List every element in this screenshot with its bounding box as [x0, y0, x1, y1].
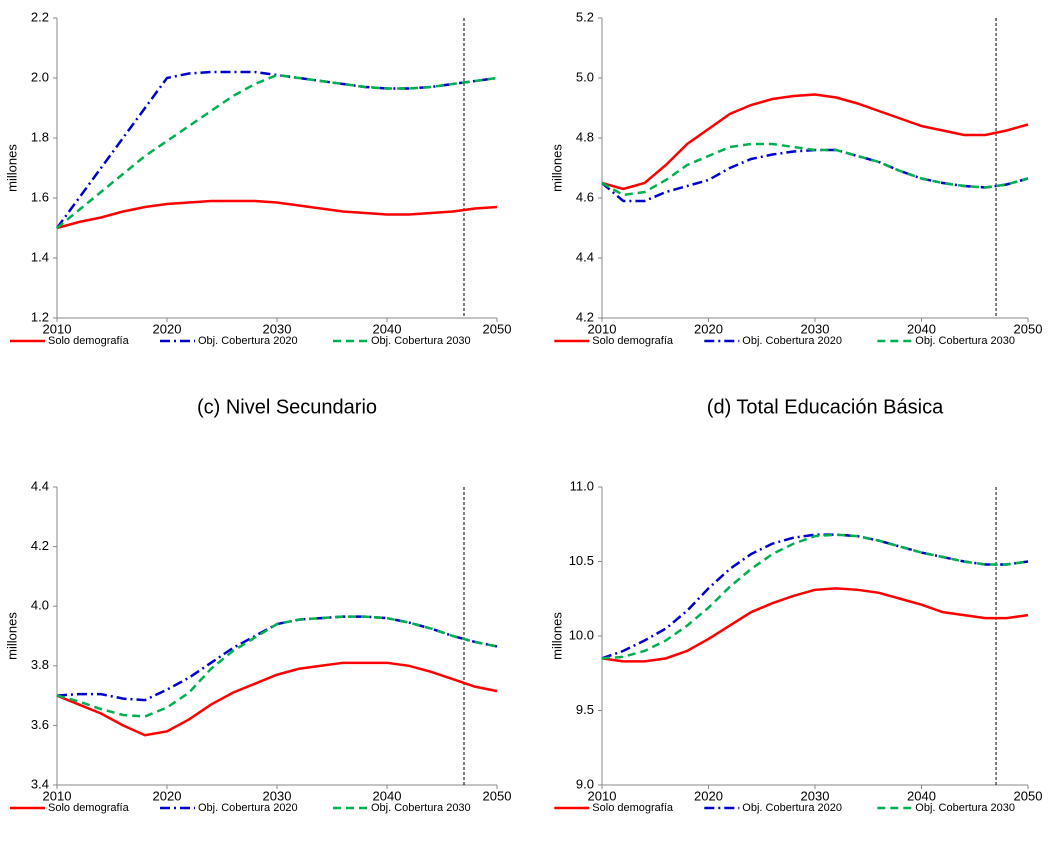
series-line	[55, 70, 498, 229]
legend-label: Obj. Cobertura 2030	[371, 335, 471, 347]
legend-label: Obj. Cobertura 2020	[742, 335, 842, 347]
x-tick-label: 2050	[483, 321, 512, 336]
series-line	[601, 587, 1029, 663]
legend-label: Obj. Cobertura 2030	[915, 335, 1015, 347]
legend-label: Obj. Cobertura 2020	[198, 335, 298, 347]
chart-title: (c) Nivel Secundario	[197, 396, 377, 418]
x-tick-label: 2020	[694, 788, 723, 803]
x-tick-label: 2030	[263, 321, 292, 336]
y-tick-label: 10.0	[569, 627, 594, 642]
x-tick-label: 2030	[263, 788, 292, 803]
legend-label: Obj. Cobertura 2030	[915, 802, 1015, 814]
series-line	[601, 533, 1029, 660]
y-tick-label: 10.5	[569, 553, 594, 568]
x-tick-label: 2050	[483, 788, 512, 803]
y-tick-label: 3.8	[31, 657, 49, 672]
y-tick-label: 9.0	[576, 776, 594, 791]
y-tick-label: 1.8	[31, 129, 49, 144]
series-line	[601, 148, 1029, 203]
x-tick-label: 2040	[373, 321, 402, 336]
x-tick-label: 2010	[43, 788, 72, 803]
y-tick-label: 4.4	[31, 478, 49, 493]
legend-label: Obj. Cobertura 2020	[742, 802, 842, 814]
chart-title: (d) Total Educación Básica	[707, 396, 944, 418]
y-tick-label: 4.2	[31, 538, 49, 553]
y-tick-label: 9.5	[576, 702, 594, 717]
x-tick-label: 2010	[588, 321, 617, 336]
y-tick-label: 4.6	[576, 189, 594, 204]
y-axis-label: millones	[549, 612, 564, 660]
series-line	[56, 615, 498, 718]
y-tick-label: 3.4	[31, 776, 49, 791]
x-tick-label: 2050	[1014, 321, 1043, 336]
y-tick-label: 1.2	[31, 309, 49, 324]
y-tick-label: 4.8	[576, 129, 594, 144]
series-line	[56, 73, 498, 229]
series-line	[601, 142, 1029, 197]
legend-label: Obj. Cobertura 2020	[198, 802, 298, 814]
series-line	[56, 199, 498, 230]
y-tick-label: 4.0	[31, 598, 49, 613]
y-tick-label: 4.2	[576, 309, 594, 324]
y-tick-label: 3.6	[31, 717, 49, 732]
x-tick-label: 2010	[43, 321, 72, 336]
series-line	[601, 93, 1029, 191]
legend-label: Solo demografía	[48, 802, 130, 814]
y-axis-label: millones	[4, 144, 19, 192]
legend-label: Solo demografía	[592, 335, 674, 347]
x-tick-label: 2020	[153, 788, 182, 803]
legend-label: Solo demografía	[48, 335, 130, 347]
x-tick-label: 2040	[907, 788, 936, 803]
x-tick-label: 2050	[1014, 788, 1043, 803]
y-tick-label: 11.0	[570, 478, 594, 493]
x-tick-label: 2040	[373, 788, 402, 803]
x-tick-label: 2030	[801, 321, 830, 336]
x-tick-label: 2030	[801, 788, 830, 803]
legend-label: Solo demografía	[592, 802, 674, 814]
y-tick-label: 2.0	[31, 69, 49, 84]
y-tick-label: 1.4	[31, 249, 49, 264]
x-tick-label: 2010	[588, 788, 617, 803]
y-axis-label: millones	[4, 612, 19, 660]
legend-label: Obj. Cobertura 2030	[371, 802, 471, 814]
y-tick-label: 2.2	[31, 9, 49, 24]
x-tick-label: 2020	[694, 321, 723, 336]
y-tick-label: 4.4	[576, 249, 594, 264]
series-line	[56, 661, 498, 737]
x-tick-label: 2020	[153, 321, 182, 336]
y-axis-label: millones	[549, 144, 564, 192]
y-tick-label: 1.6	[31, 189, 49, 204]
y-tick-label: 5.2	[576, 9, 594, 24]
y-tick-label: 5.0	[576, 69, 594, 84]
x-tick-label: 2040	[907, 321, 936, 336]
